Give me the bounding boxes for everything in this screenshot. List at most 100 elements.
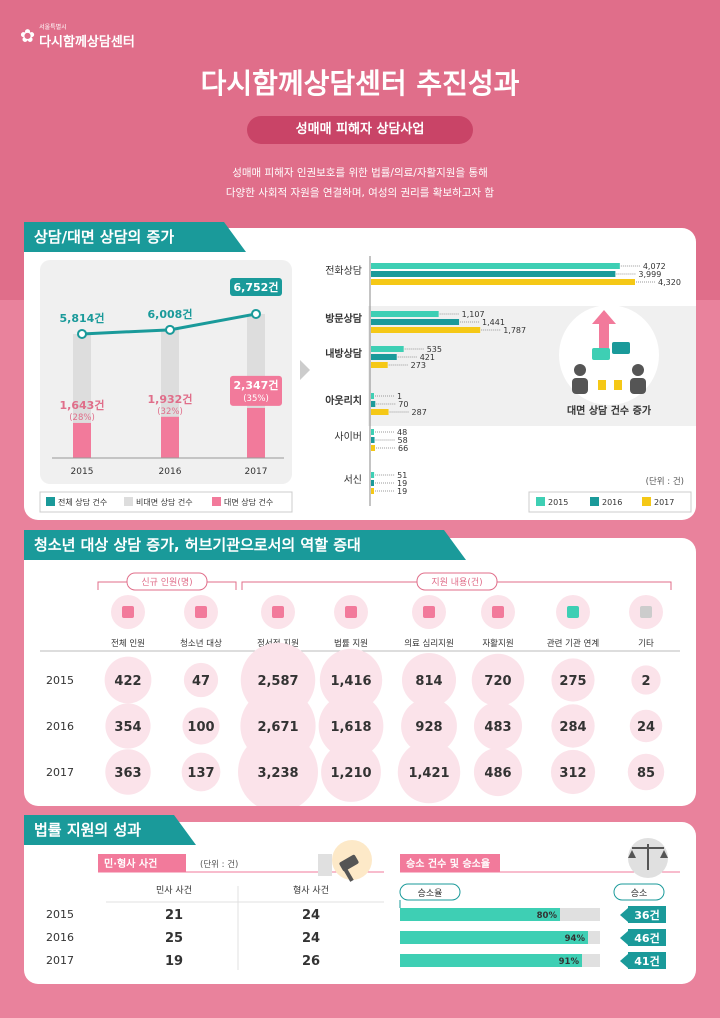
scale-pans-icon [628, 850, 668, 858]
bar [371, 279, 635, 285]
group-pill-support [416, 572, 498, 591]
value-label: 1,787 [503, 326, 526, 335]
count-pill [613, 883, 665, 901]
column-icon [195, 606, 207, 618]
arrow-icon [300, 360, 310, 380]
illustration-caption: 대면 상담 건수 증가 [567, 404, 652, 417]
legal-unit-label: (단위 : 건) [200, 859, 238, 870]
count-arrow [620, 931, 628, 945]
table-cell: 24 [637, 720, 655, 735]
rate-bar [400, 908, 560, 921]
legend-swatch [536, 497, 545, 506]
category-label: 서신 [344, 474, 362, 486]
table-cell: 483 [484, 720, 511, 735]
win-label-box [400, 854, 500, 872]
table-cell: 422 [114, 674, 141, 689]
value-bubble [105, 703, 151, 749]
value-bubble [473, 747, 523, 797]
row-year: 2016 [46, 720, 74, 733]
logo-sub: 서울특별시 [39, 24, 67, 31]
x-tick-label: 2017 [245, 467, 268, 477]
bar [371, 429, 374, 435]
data-label-total: 6,752건 [234, 280, 279, 294]
legend-label: 비대면 상담 건수 [136, 497, 193, 507]
value-bubble [473, 701, 523, 751]
group-label-new: 신규 인원(명) [141, 577, 192, 588]
count-arrow [620, 954, 628, 968]
value-label: 70 [398, 400, 408, 409]
column-header: 자활지원 [482, 638, 513, 649]
column-icon [640, 606, 652, 618]
column-header: 의료 심리지원 [404, 638, 454, 649]
legend-swatch [46, 497, 55, 506]
table-cell: 312 [559, 766, 586, 781]
table-cell: 1,210 [330, 766, 371, 781]
up-arrow-icon [592, 310, 616, 356]
intro-text: 성매매 피해자 인권보호를 위한 법률/의료/자활지원을 통해 다양한 사회적 … [0, 163, 720, 203]
value-bubble [550, 749, 596, 795]
bar [371, 393, 374, 399]
value-label: 1,441 [482, 318, 505, 327]
table-cell: 47 [192, 674, 210, 689]
value-label: 66 [398, 444, 408, 453]
table-cell: 137 [187, 766, 214, 781]
scale-illustration [628, 838, 668, 878]
value-bubble [631, 665, 661, 695]
value-label: 48 [397, 428, 407, 437]
table-cell: 100 [187, 720, 214, 735]
table-cell: 1,421 [408, 766, 449, 781]
value-label: 3,999 [638, 270, 661, 279]
data-label-face: 2,347건 [234, 378, 279, 392]
category-label: 내방상담 [325, 347, 363, 360]
win-count: 46건 [634, 931, 659, 945]
section3-svg: 민·형사 사건 (단위 : 건) 민사 사건 형사 사건 승소 건수 및 승소율… [46, 838, 680, 970]
total-point [77, 328, 87, 339]
row-year: 2017 [46, 954, 74, 967]
data-label-pct: (32%) [157, 407, 183, 417]
cup-icon [614, 380, 622, 390]
col-civil: 민사 사건 [156, 885, 192, 896]
column-icon [272, 606, 284, 618]
value-bubble [181, 752, 221, 792]
row-year: 2017 [46, 766, 74, 779]
value-label: 51 [397, 471, 407, 480]
bar [371, 354, 397, 360]
column-icon [122, 606, 134, 618]
legend-label: 대면 상담 건수 [224, 497, 273, 507]
section3-title: 법률 지원의 성과 [24, 815, 196, 845]
value-bubble [629, 709, 663, 743]
table-cell: 284 [559, 720, 586, 735]
data-label-pct: (35%) [243, 394, 269, 404]
column-header: 기타 [638, 639, 654, 649]
legal-illustration [318, 840, 372, 882]
person-icon [632, 364, 644, 376]
value-label: 273 [411, 361, 426, 370]
value-bubble [238, 732, 318, 812]
group-label-support: 지원 내용(건) [431, 577, 482, 588]
page-title: 다시함께상담센터 추진성과 [200, 67, 520, 100]
legend-swatch [212, 497, 221, 506]
value-label: 4,320 [658, 278, 681, 287]
count-box [628, 952, 666, 969]
cup-icon [598, 380, 606, 390]
bar [371, 445, 376, 451]
value-label: 535 [427, 345, 442, 354]
value-label: 19 [397, 487, 407, 496]
value-bubble [401, 652, 457, 708]
logo: ✿ 서울특별시 다시함께상담센터 [20, 22, 135, 50]
column-header: 관련 기관 연계 [547, 638, 599, 649]
bar [371, 311, 439, 317]
legend-box [39, 491, 293, 513]
speech-bubble-icon [612, 342, 630, 354]
data-label-box [230, 375, 282, 406]
bar [371, 319, 460, 325]
value-label: 1,107 [462, 310, 485, 319]
win-label: 승소 건수 및 승소율 [406, 857, 490, 870]
win-count: 36건 [634, 908, 659, 922]
table-cell: 363 [114, 766, 141, 781]
logo-mark-icon: ✿ [20, 25, 36, 47]
bar [371, 472, 375, 478]
legend-label: 전체 상담 건수 [58, 497, 107, 507]
